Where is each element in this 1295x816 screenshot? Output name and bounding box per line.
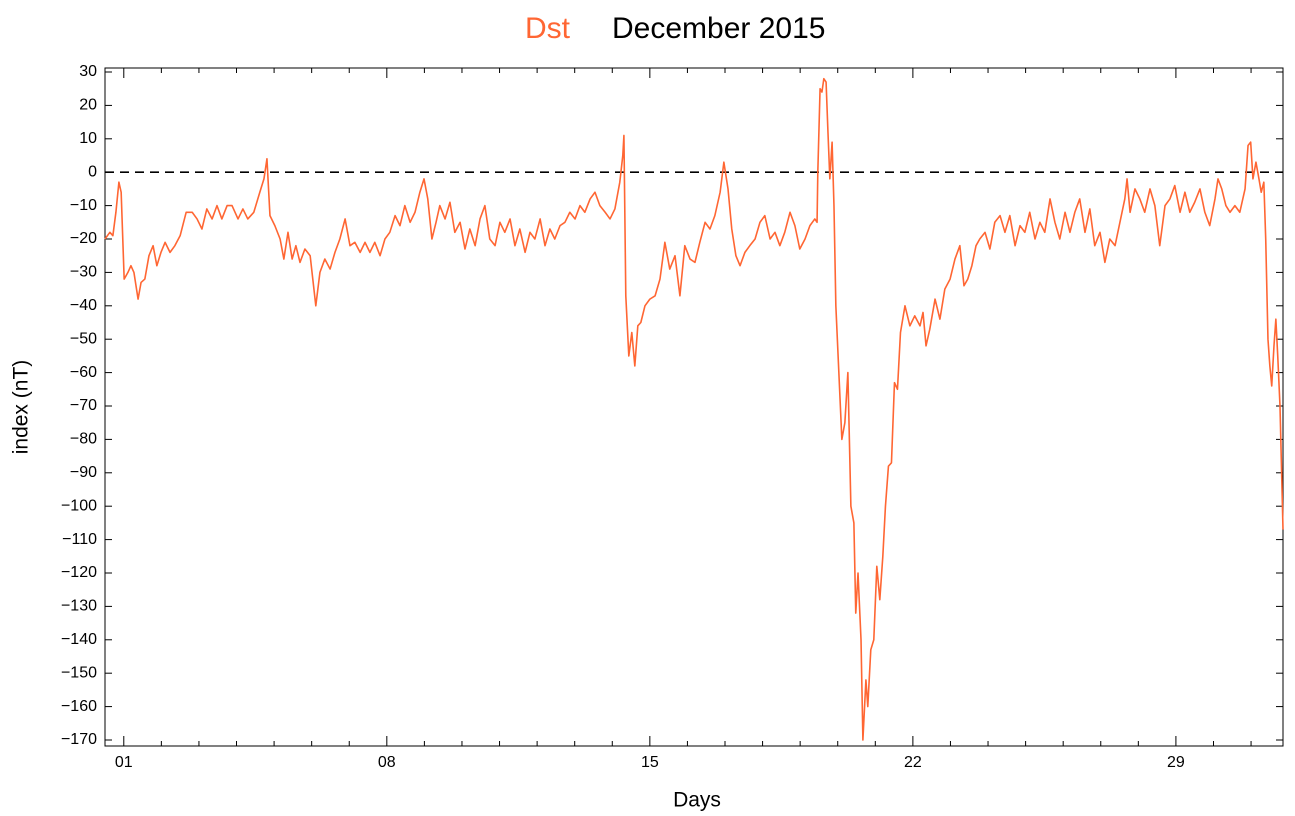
y-tick-label: 0 [88, 163, 97, 180]
x-tick-label: 22 [904, 754, 922, 771]
y-tick-label: −80 [70, 431, 97, 448]
y-tick-label: 10 [79, 130, 97, 147]
x-tick-label: 29 [1167, 754, 1185, 771]
y-tick-label: −30 [70, 264, 97, 281]
y-tick-label: −170 [61, 731, 97, 748]
y-tick-label: −50 [70, 330, 97, 347]
series-title: Dst [525, 12, 571, 45]
chart-title: December 2015 [612, 12, 825, 45]
x-tick-label: 15 [641, 754, 659, 771]
y-tick-label: −90 [70, 464, 97, 481]
y-tick-label: −20 [70, 230, 97, 247]
y-tick-label: −160 [61, 698, 97, 715]
y-tick-label: −140 [61, 631, 97, 648]
y-axis-label: index (nT) [10, 360, 33, 455]
y-tick-label: −130 [61, 598, 97, 615]
y-tick-label: −60 [70, 364, 97, 381]
y-tick-label: −120 [61, 564, 97, 581]
plot-frame [104, 67, 1284, 747]
data-line [104, 77, 1284, 741]
y-tick-label: −100 [61, 497, 97, 514]
x-tick-label: 01 [115, 754, 133, 771]
y-tick-label: 20 [79, 97, 97, 114]
y-tick-label: −10 [70, 197, 97, 214]
y-tick-label: −110 [62, 531, 97, 548]
x-axis-label: Days [673, 789, 721, 812]
y-tick-label: −70 [70, 397, 97, 414]
y-tick-label: 30 [79, 63, 97, 80]
x-tick-label: 08 [378, 754, 396, 771]
y-tick-label: −40 [70, 297, 97, 314]
y-tick-label: −150 [61, 664, 97, 681]
